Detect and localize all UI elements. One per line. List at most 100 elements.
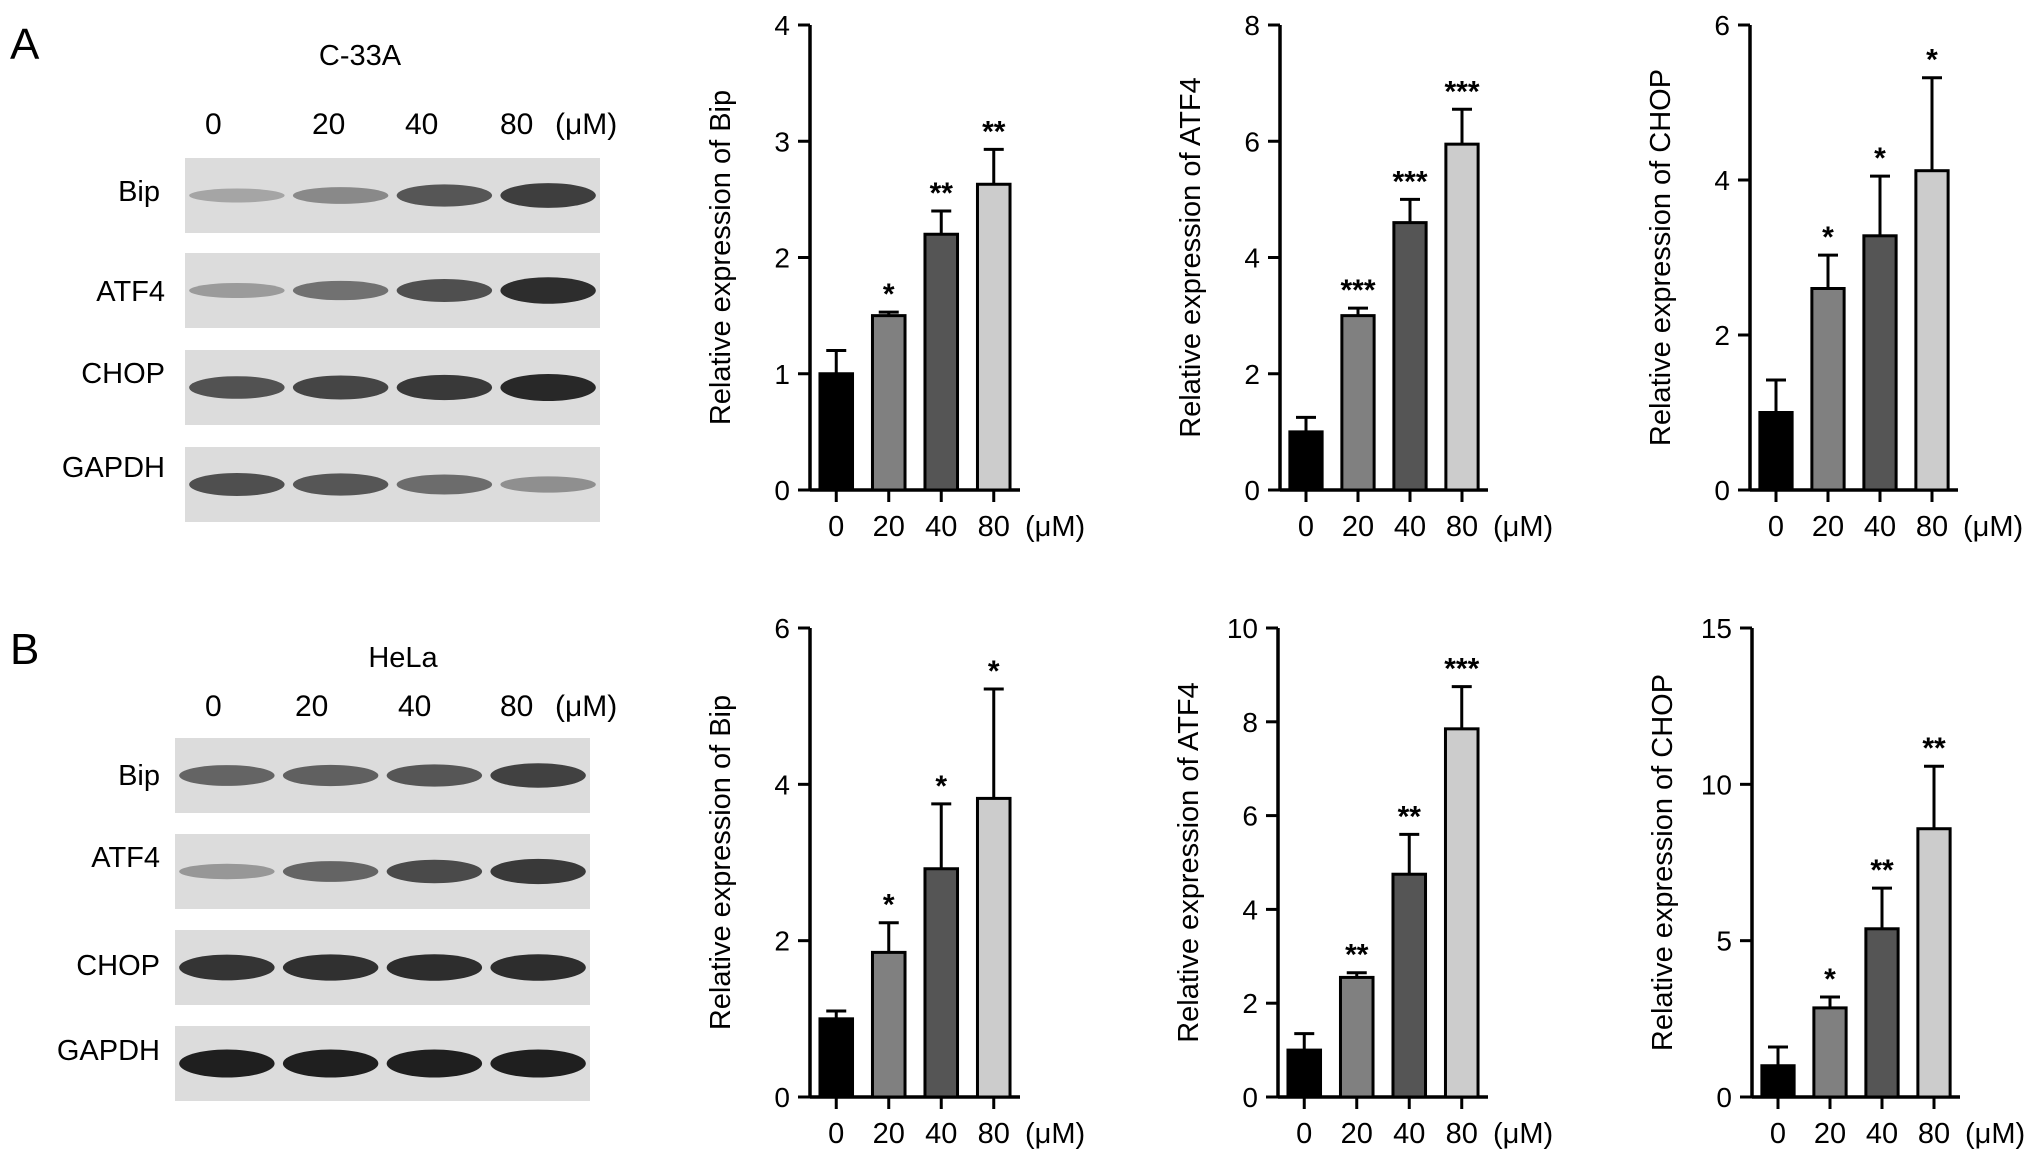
lane-label: 20 [312,108,346,141]
significance-marker: * [1926,44,1938,77]
blot-band [179,954,275,981]
x-unit-label: (μM) [1493,511,1553,543]
x-tick-label: 80 [1446,511,1478,543]
y-tick-label: 8 [1242,707,1258,738]
y-tick-label: 3 [774,126,790,157]
y-tick-label: 4 [774,10,790,41]
blot-band [386,954,483,981]
significance-marker: ** [1345,939,1369,972]
significance-marker: ** [930,177,954,210]
blot-band [490,954,586,981]
blot-band [292,473,389,496]
band-label-chop-b: CHOP [76,950,160,982]
blot-gapdh-a [185,447,600,522]
x-tick-label: 80 [1918,1118,1950,1150]
blot-band [282,764,379,787]
y-axis-label: Relative expression of CHOP [1647,674,1679,1051]
blot-band [282,861,379,882]
blot-band [396,374,493,401]
y-tick-label: 0 [1714,475,1730,506]
blot-band [396,474,493,495]
significance-marker: *** [1392,165,1427,198]
significance-marker: ** [1922,732,1946,765]
significance-marker: * [935,770,947,803]
y-tick-label: 2 [1244,359,1260,390]
blot-band [179,765,275,786]
x-tick-label: 40 [1394,511,1426,543]
blot-band [500,183,596,208]
blot-band [500,476,596,493]
blot-band [386,859,483,884]
x-tick-label: 20 [1342,511,1374,543]
x-unit-label: (μM) [1493,1118,1553,1150]
x-unit-label: (μM) [1965,1118,2025,1150]
y-tick-label: 0 [774,1082,790,1113]
significance-marker: ** [1870,854,1894,887]
bar-chart-6: 0 5 10 15 Relative expression of CHOP 0 * 20 ** 4… [1647,613,2025,1150]
x-tick-label: 40 [1866,1118,1898,1150]
bar [818,1017,855,1099]
bar [818,372,855,492]
blot-band [189,473,285,496]
band-label-gapdh-a: GAPDH [61,452,165,484]
blot-band [292,187,389,204]
y-tick-label: 6 [1242,801,1258,832]
panel-letter-b: B [10,625,40,674]
blot-band [282,1049,379,1078]
x-tick-label: 20 [873,511,905,543]
bar-chart-4: 0 2 4 6 Relative expression of Bip 0 * 20 * 40 * 80… [705,613,1085,1150]
x-unit-label: (μM) [1025,1118,1085,1150]
significance-marker: * [988,655,1000,688]
blot-band [189,188,285,203]
blot-band [500,373,596,402]
blot-band [500,277,596,304]
y-tick-label: 0 [1716,1082,1732,1113]
x-tick-label: 0 [1768,511,1784,543]
band-label-atf4-a: ATF4 [96,276,165,308]
x-tick-label: 40 [925,511,957,543]
blot-atf4-a [185,253,600,328]
bar [870,950,907,1099]
significance-marker: *** [1444,653,1479,686]
blot-title-c33a: C-33A [318,40,402,72]
y-axis-label: Relative expression of CHOP [1645,69,1677,446]
blot-band [386,1049,483,1078]
lane-label: 0 [205,690,222,723]
blot-band [490,763,586,788]
y-tick-label: 2 [1714,320,1730,351]
y-tick-label: 5 [1716,926,1732,957]
lane-label: 80 [500,690,534,723]
bar-chart-3: 0 2 4 6 Relative expression of CHOP 0 * 20 * 40 * 8… [1645,10,2023,543]
x-tick-label: 80 [978,511,1010,543]
y-tick-label: 0 [1244,475,1260,506]
y-tick-label: 2 [774,243,790,274]
x-tick-label: 0 [1296,1118,1312,1150]
bar-chart-5: 0 2 4 6 8 10 Relative expression of ATF4 0 ** 20 *… [1173,613,1553,1150]
bar [1391,872,1428,1099]
x-tick-label: 20 [1812,511,1844,543]
y-tick-label: 6 [1714,10,1730,41]
bar [1286,1048,1323,1099]
blot-gapdh-b [175,1026,590,1101]
x-tick-label: 20 [1341,1118,1373,1150]
y-tick-label: 1 [774,359,790,390]
bar [1340,314,1376,492]
blot-chop-a [185,350,600,425]
significance-marker: ** [982,115,1006,148]
lane-unit-label: (μM) [555,690,618,723]
y-tick-label: 0 [774,475,790,506]
y-tick-label: 6 [774,613,790,644]
blot-band [386,764,483,787]
bar [1862,234,1898,492]
y-axis-label: Relative expression of ATF4 [1173,682,1205,1043]
blot-band [292,280,389,301]
panel-letter-a: A [10,20,40,69]
y-tick-label: 0 [1242,1082,1258,1113]
blot-band [189,376,285,399]
x-tick-label: 0 [828,1118,844,1150]
bar [975,796,1012,1099]
band-label-bip-a: Bip [118,176,160,208]
blot-band [179,1049,275,1078]
bar [923,867,960,1099]
